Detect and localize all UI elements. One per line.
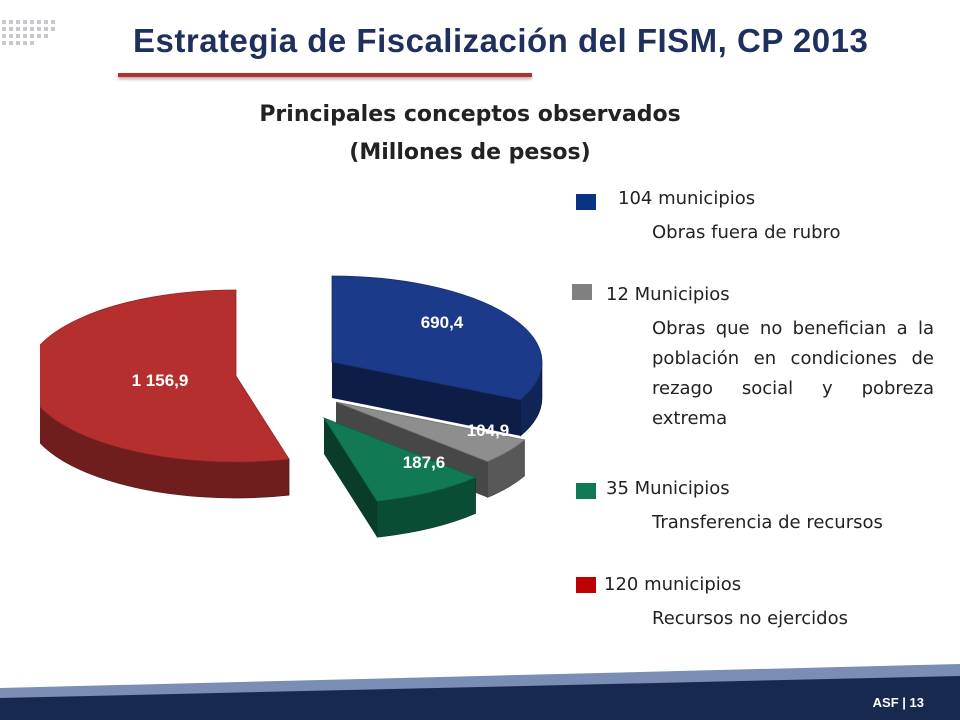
- legend-head: 35 Municipios: [606, 478, 730, 499]
- pie-slice-1876: [323, 417, 477, 502]
- legend-desc: Obras que no benefician a la población e…: [652, 318, 934, 429]
- legend-head: 104 municipios: [618, 188, 756, 209]
- pie-label-11569: 1 156,9: [132, 371, 189, 390]
- pie-slice-face-6904: [332, 362, 521, 436]
- pie-slice-1049: [335, 401, 526, 462]
- slide-title: Estrategia de Fiscalización del FISM, CP…: [133, 22, 869, 59]
- legend-head: 12 Municipios: [606, 284, 730, 305]
- chart-title: Principales conceptos observados: [259, 102, 681, 127]
- page-number: ASF | 13: [872, 695, 924, 710]
- legend-swatch-blue: [576, 194, 596, 210]
- pie-slice-11569: [40, 289, 290, 463]
- legend-head: 120 municipios: [604, 574, 742, 595]
- legend-swatch-green: [576, 483, 596, 499]
- title-underline: [118, 73, 532, 77]
- pie-label-6904: 690,4: [421, 313, 464, 332]
- footer-band: [0, 664, 960, 720]
- pie-label-1876: 187,6: [403, 453, 446, 472]
- pie-slice-6904: [331, 275, 543, 401]
- pie-label-1049: 104,9: [467, 421, 510, 440]
- pie-chart: 690,4 104,9 187,6 1 156,9: [40, 275, 543, 538]
- legend-desc: Recursos no ejercidos: [652, 608, 848, 629]
- legend-swatch-gray: [572, 284, 592, 300]
- chart-subtitle: (Millones de pesos): [349, 140, 591, 165]
- legend-swatch-red: [576, 577, 596, 593]
- dot-grid-decoration: [2, 20, 55, 45]
- legend-desc: Transferencia de recursos: [652, 512, 883, 533]
- legend-desc: Obras fuera de rubro: [652, 222, 841, 243]
